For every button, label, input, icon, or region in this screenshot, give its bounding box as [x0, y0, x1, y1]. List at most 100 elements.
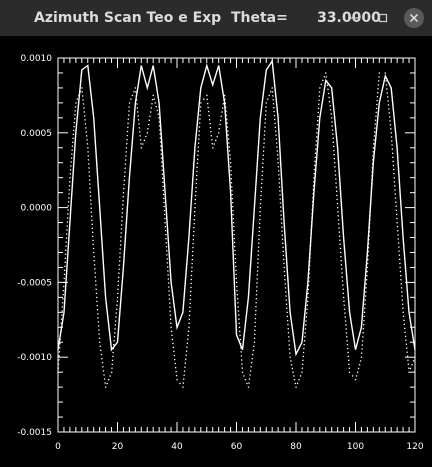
dotted-series-point: [361, 344, 363, 346]
dotted-series-point: [192, 242, 194, 245]
dotted-series-point: [348, 371, 351, 373]
dotted-series-point: [193, 226, 195, 229]
dotted-series-point: [123, 179, 125, 182]
dotted-series-point: [138, 127, 140, 129]
dotted-series-point: [305, 324, 307, 326]
dotted-series-point: [197, 142, 200, 144]
dotted-series-point: [82, 103, 85, 105]
dotted-series-point: [135, 91, 137, 93]
series-solid-line: [57, 58, 416, 357]
dotted-series-point: [262, 158, 264, 160]
dotted-series-point: [307, 296, 309, 299]
dotted-series-point: [313, 181, 315, 183]
minimize-button[interactable]: [345, 8, 365, 28]
dotted-series-point: [63, 281, 65, 284]
dotted-series-point: [238, 314, 240, 316]
dotted-series-point: [101, 358, 103, 360]
dotted-series-point: [58, 355, 60, 357]
dotted-series-point: [340, 251, 342, 254]
dotted-series-point: [273, 107, 275, 109]
dotted-series-point: [210, 131, 212, 133]
dotted-series-point: [361, 352, 363, 354]
dotted-series-point: [200, 102, 202, 104]
dotted-series-point: [120, 240, 122, 242]
dotted-series-point: [162, 185, 164, 187]
dotted-series-point: [391, 140, 393, 142]
dotted-series-point: [115, 320, 117, 322]
dotted-series-point: [257, 246, 260, 248]
dotted-series-point: [92, 243, 94, 246]
dotted-series-point: [93, 260, 95, 262]
dotted-series-point: [147, 128, 149, 130]
dotted-series-point: [103, 378, 106, 380]
dotted-series-point: [369, 219, 371, 221]
dotted-series-point: [283, 258, 285, 261]
dotted-series-point: [191, 270, 193, 273]
dotted-series-point: [71, 149, 73, 151]
dotted-series-point: [373, 143, 375, 145]
dotted-series-point: [100, 353, 102, 356]
dotted-series-point: [182, 386, 184, 388]
dotted-series-point: [258, 238, 260, 240]
dotted-series-point: [306, 308, 308, 310]
dotted-series-point: [113, 336, 116, 338]
dotted-series-point: [164, 213, 166, 216]
dotted-series-point: [197, 158, 199, 160]
azimuth-scan-plot: 0.00100.00050.0000-0.0005-0.0010-0.0015 …: [17, 54, 424, 452]
dotted-series-point: [74, 110, 76, 112]
dotted-series-point: [334, 174, 337, 176]
dotted-series-point: [234, 249, 236, 252]
dotted-series-point: [117, 288, 119, 290]
dotted-series-point: [63, 285, 65, 288]
dotted-series-point: [67, 205, 69, 207]
dotted-series-point: [61, 310, 63, 312]
x-tick-labels: 0 20 40 60 80 100 120: [55, 442, 424, 452]
dotted-series-point: [175, 375, 178, 377]
dotted-series-point: [175, 371, 177, 373]
dotted-series-point: [142, 143, 144, 145]
dotted-series-point: [311, 213, 313, 215]
dotted-series-point: [301, 371, 303, 373]
dotted-series-point: [206, 94, 208, 97]
dotted-series-point: [261, 178, 263, 181]
dotted-series-point: [230, 178, 232, 180]
dotted-series-point: [330, 109, 332, 111]
dotted-series-point: [73, 122, 75, 124]
dotted-series-point: [275, 138, 277, 140]
dotted-series-point: [308, 272, 310, 275]
dotted-series-point: [102, 370, 105, 372]
dotted-series-point: [312, 193, 314, 195]
close-button[interactable]: [404, 8, 424, 28]
dotted-series-point: [255, 306, 257, 308]
dotted-series-point: [60, 330, 62, 333]
title-bar[interactable]: Azimuth Scan Teo e Exp Theta= 33.0000: [0, 0, 432, 36]
dotted-series-point: [377, 84, 380, 86]
dotted-series-point: [172, 346, 174, 349]
dotted-series-point: [317, 120, 319, 122]
dotted-series-point: [367, 254, 369, 257]
dotted-series-point: [200, 106, 202, 108]
dotted-series-point: [393, 181, 396, 183]
dotted-series-point: [357, 367, 360, 370]
maximize-button[interactable]: [373, 8, 393, 28]
dotted-series-point: [302, 355, 304, 358]
dotted-series-point: [369, 211, 371, 213]
dotted-series-point: [309, 252, 311, 255]
dotted-series-point: [184, 362, 186, 364]
dotted-series-point: [88, 171, 90, 173]
dotted-series-point: [229, 158, 231, 160]
dotted-series-point: [166, 258, 168, 260]
dotted-series-point: [197, 154, 199, 156]
dotted-series-point: [222, 103, 224, 105]
dotted-series-point: [198, 134, 200, 136]
dotted-series-point: [390, 128, 392, 130]
dotted-series-point: [370, 187, 373, 189]
dotted-series-point: [224, 94, 226, 97]
dotted-series-point: [215, 139, 217, 141]
dotted-series-point: [256, 286, 258, 288]
dotted-series-point: [74, 114, 76, 116]
dotted-series-point: [336, 202, 339, 205]
window-title: Azimuth Scan Teo e Exp Theta= 33.0000: [34, 10, 381, 26]
dotted-series-point: [363, 315, 365, 318]
dotted-series-point: [351, 375, 354, 377]
